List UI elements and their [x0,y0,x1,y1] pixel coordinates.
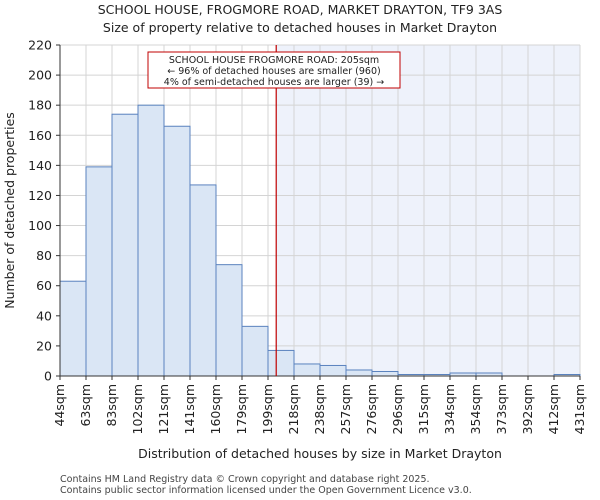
y-tick-label: 60 [36,278,52,293]
x-tick-label: 238sqm [312,384,327,434]
x-tick-label: 83sqm [104,384,119,427]
y-tick-label: 220 [28,38,52,53]
x-tick-label: 315sqm [416,384,431,434]
histogram-bar [215,264,243,377]
x-axis-title: Distribution of detached houses by size … [138,446,502,461]
x-tick-label: 63sqm [78,384,93,427]
y-tick-label: 100 [28,218,52,233]
x-tick-label: 218sqm [286,384,301,434]
footer-copyright: Contains HM Land Registry data © Crown c… [60,474,430,485]
y-tick-label: 80 [36,248,52,263]
x-tick-label: 257sqm [338,384,353,434]
footer-licence: Contains public sector information licen… [60,485,472,496]
y-tick-label: 180 [28,98,52,113]
x-tick-label: 431sqm [572,384,587,434]
y-axis-title: Number of detached properties [2,112,17,309]
y-tick-label: 20 [36,338,52,353]
histogram-bar [111,113,139,377]
x-tick-label: 179sqm [234,384,249,434]
annotation-box [147,51,401,89]
chart-title-line2: Size of property relative to detached ho… [102,20,498,35]
x-tick-label: 412sqm [546,384,561,434]
histogram-bar [319,364,347,377]
x-tick-label: 121sqm [156,384,171,434]
y-tick-label: 0 [44,369,52,384]
x-tick-label: 296sqm [390,384,405,434]
annotation-line3: 4% of semi-detached houses are larger (3… [164,77,384,88]
histogram-bar [59,280,87,377]
y-tick-label: 200 [28,68,52,83]
x-tick-label: 334sqm [442,384,457,434]
annotation-line2: ← 96% of detached houses are smaller (96… [167,66,380,77]
x-tick-label: 44sqm [52,384,67,427]
histogram-bar [267,349,295,377]
histogram-bar [345,369,373,377]
x-tick-label: 160sqm [208,384,223,434]
histogram-bar [189,184,217,377]
y-tick-label: 160 [28,128,52,143]
histogram-bar [137,104,165,377]
x-tick-label: 392sqm [520,384,535,434]
histogram-bar [371,370,399,377]
x-tick-label: 199sqm [260,384,275,434]
y-tick-label: 120 [28,188,52,203]
chart-title-line1: SCHOOL HOUSE, FROGMORE ROAD, MARKET DRAY… [97,2,503,17]
x-tick-label: 373sqm [494,384,509,434]
y-tick-label: 140 [28,158,52,173]
histogram-bar [163,125,191,377]
x-tick-label: 102sqm [130,384,145,434]
y-tick-label: 40 [36,308,52,323]
highlight-region [276,45,580,376]
x-tick-label: 276sqm [364,384,379,434]
x-tick-label: 354sqm [468,384,483,434]
histogram-bar [85,166,113,377]
histogram-bar [293,363,321,377]
annotation-line1: SCHOOL HOUSE FROGMORE ROAD: 205sqm [169,55,379,66]
x-tick-label: 141sqm [182,384,197,434]
histogram-bar [241,325,269,377]
